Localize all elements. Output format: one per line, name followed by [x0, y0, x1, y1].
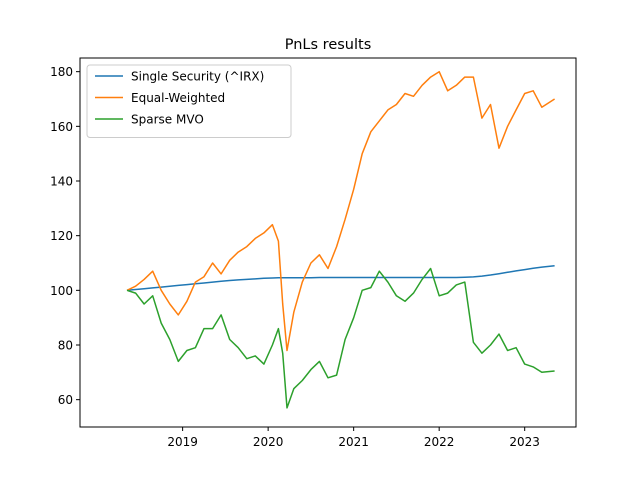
y-tick-label: 100 — [50, 284, 73, 298]
series-line-0 — [126, 264, 555, 292]
series-line-2 — [126, 267, 555, 409]
y-tick-label: 80 — [58, 339, 73, 353]
series-line-1 — [126, 70, 556, 352]
y-axis: 60 80 100 120 140 160 180 — [50, 65, 80, 407]
y-tick-label: 140 — [50, 175, 73, 189]
plot-frame — [79, 57, 577, 428]
y-tick-label: 120 — [50, 229, 73, 243]
legend-box — [86, 64, 292, 138]
x-tick-label: 2019 — [167, 435, 198, 449]
legend-label-2: Sparse MVO — [131, 113, 204, 127]
legend-label-1: Equal-Weighted — [131, 91, 225, 105]
x-tick-label: 2022 — [424, 435, 455, 449]
x-axis: 2019 2020 2021 2022 2023 — [167, 427, 540, 449]
y-tick-label: 60 — [58, 393, 73, 407]
x-tick-label: 2023 — [509, 435, 540, 449]
chart-title: PnLs results — [285, 37, 372, 53]
plot-content — [126, 70, 556, 409]
x-tick-label: 2021 — [338, 435, 369, 449]
legend-label-0: Single Security (^IRX) — [131, 70, 264, 84]
y-tick-label: 160 — [50, 120, 73, 134]
y-tick-label: 180 — [50, 65, 73, 79]
x-tick-label: 2020 — [253, 435, 284, 449]
legend: Single Security (^IRX) Equal-Weighted Spar… — [86, 64, 292, 138]
